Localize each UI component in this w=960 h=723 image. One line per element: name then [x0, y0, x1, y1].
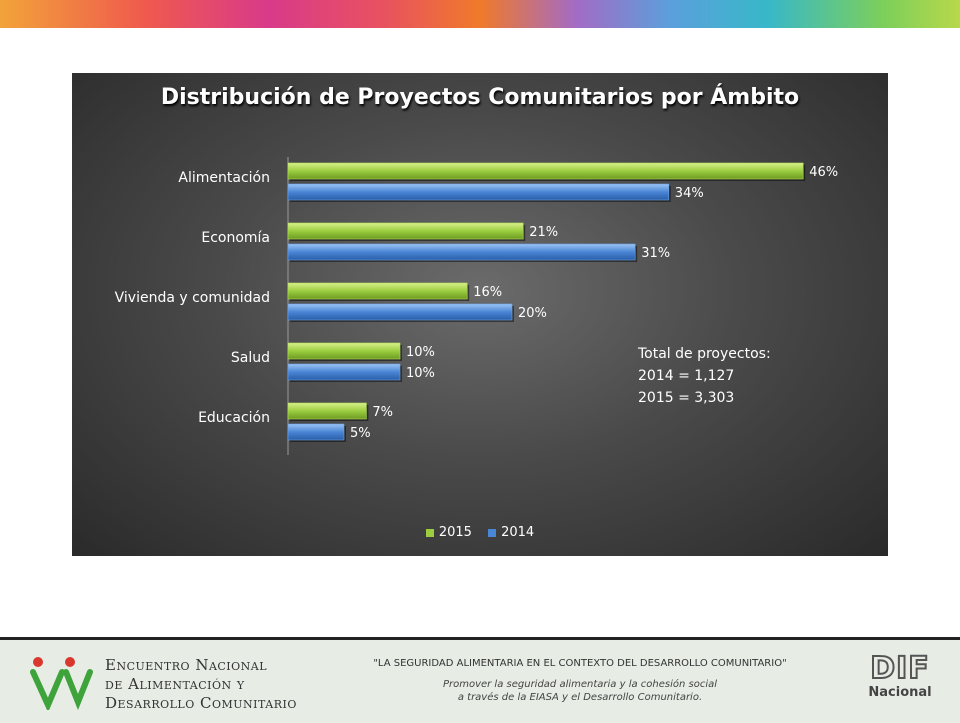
bar-2015 — [287, 162, 804, 180]
data-label-2014: 10% — [406, 366, 435, 381]
legend-swatch-2015 — [425, 528, 434, 537]
totals-annotation-heading: Total de proyectos: — [638, 346, 771, 362]
bar-chart: Alimentación 46% 34% Economía 21% 31% Vivienda… — [115, 157, 838, 455]
event-name-line-2: de Alimentación y — [105, 675, 245, 693]
data-label-2015: 46% — [809, 165, 838, 180]
bar-2015 — [287, 222, 524, 240]
event-name-line-3: Desarrollo Comunitario — [105, 694, 297, 712]
totals-annotation-2015: 2015 = 3,303 — [638, 390, 735, 406]
data-label-2015: 21% — [529, 225, 558, 240]
sub-slogan: Promover la seguridad alimentaria y la c… — [380, 678, 780, 704]
totals-annotation-2014: 2014 = 1,127 — [638, 368, 735, 384]
bar-2014 — [287, 423, 345, 441]
chart-panel: Distribución de Proyectos Comunitarios p… — [72, 73, 888, 556]
chart-title: Distribución de Proyectos Comunitarios p… — [160, 85, 800, 110]
chart-legend: 2015 2014 — [72, 525, 888, 541]
bar-2014 — [287, 183, 670, 201]
slogan: "LA SEGURIDAD ALIMENTARIA EN EL CONTEXTO… — [373, 658, 787, 669]
category-label: Salud — [231, 350, 270, 366]
totals-annotation: Total de proyectos: 2014 = 1,127 2015 = … — [638, 343, 771, 409]
legend-item-2015: 2015 — [425, 525, 472, 540]
category-label: Economía — [201, 230, 270, 246]
dif-logo: DIF Nacional — [862, 651, 938, 701]
bar-2014 — [287, 243, 636, 261]
data-label-2014: 5% — [350, 426, 371, 441]
legend-swatch-2014 — [488, 528, 497, 537]
data-label-2014: 20% — [518, 306, 547, 321]
category-label: Educación — [198, 410, 270, 426]
decorative-top-strip — [0, 0, 960, 28]
dif-logo-text: DIF — [869, 651, 930, 686]
data-label-2014: 34% — [675, 186, 704, 201]
bar-2014 — [287, 303, 513, 321]
dif-logo-subtext: Nacional — [868, 685, 932, 700]
bar-2014 — [287, 363, 401, 381]
legend-label-2015: 2015 — [438, 525, 472, 540]
sub-slogan-line-2: a través de la EIASA y el Desarrollo Com… — [457, 692, 703, 703]
event-name: Encuentro Nacional de Alimentación y Des… — [105, 656, 297, 713]
footer-banner: Encuentro Nacional de Alimentación y Des… — [0, 637, 960, 723]
sub-slogan-line-1: Promover la seguridad alimentaria y la c… — [442, 679, 718, 690]
bar-2015 — [287, 342, 401, 360]
bar-2015 — [287, 402, 367, 420]
category-label: Alimentación — [178, 170, 270, 186]
category-label: Vivienda y comunidad — [115, 290, 270, 306]
bar-2015 — [287, 282, 468, 300]
data-label-2015: 7% — [372, 405, 393, 420]
legend-item-2014: 2014 — [488, 525, 534, 540]
legend-label-2014: 2014 — [501, 525, 535, 540]
data-label-2015: 10% — [406, 345, 435, 360]
data-label-2014: 31% — [641, 246, 670, 261]
event-name-line-1: Encuentro Nacional — [105, 656, 268, 674]
xv-logo — [30, 657, 93, 710]
data-label-2015: 16% — [473, 285, 502, 300]
